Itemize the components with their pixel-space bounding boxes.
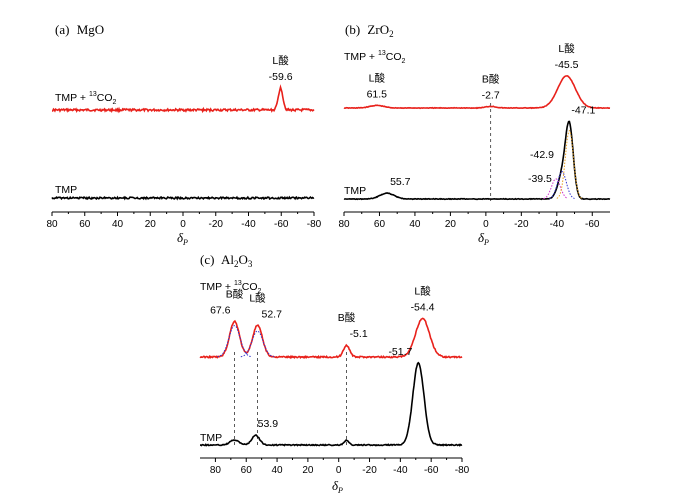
x-tick-label: 40 [271,465,283,476]
peak-annotation: -5.1 [350,328,368,340]
deconvolution-component [556,129,583,199]
x-tick-label: 60 [241,465,253,476]
panel-c-xlabel: δP [332,478,343,495]
peak-annotation: 53.9 [258,418,279,430]
x-tick-label: -80 [307,219,322,230]
panel-a-xlabel: δP [177,230,188,247]
panel-a-plot: 80 60 40 20 0 -20 -40 -60 -80 TMP + 13CO2 TMP L酸 -59… [46,54,321,230]
x-tick-label: 20 [445,219,457,230]
panel-a-title: (a) MgO [55,22,104,37]
series-trace-red [343,74,611,110]
x-tick-label: -20 [514,219,529,230]
series-label-red: TMP + 13CO2 [55,91,117,106]
peak-annotation: 61.5 [367,88,388,100]
x-tick-label: 80 [210,465,222,476]
panel-b-title: (b) ZrO2 [345,22,394,39]
x-tick-label: -60 [585,219,600,230]
x-tick-label: 80 [338,219,350,230]
peak-annotation: -39.5 [528,173,552,185]
peak-annotation: B酸 [482,72,500,85]
series-trace-black [343,120,611,201]
x-tick-label: 40 [112,219,124,230]
panel-a-title-prefix: (a) [55,22,69,37]
panel-b: (b) ZrO2 80 60 40 20 0 -20 -40 -60 TMP + 13CO2 TM… [338,22,611,247]
peak-annotation: L酸 [414,284,431,297]
peak-annotation: 55.7 [390,176,411,188]
panel-b-plot: 80 60 40 20 0 -20 -40 -60 TMP + 13CO2 TMP L酸 61.5 B酸… [338,42,611,230]
x-tick-label: -40 [393,465,408,476]
peak-annotation: -42.9 [530,149,554,161]
series-trace-red [199,317,463,360]
x-tick-label: 20 [145,219,157,230]
x-tick-label: 40 [409,219,421,230]
x-tick-label: -40 [241,219,256,230]
peak-annotation: L酸 [369,71,386,84]
peak-annotation: L酸 [558,42,575,55]
x-tick-label: 0 [336,465,342,476]
peak-annotation: -51.7 [388,346,412,358]
x-tick-label: -60 [274,219,289,230]
series-label-black: TMP [200,432,222,444]
deconvolution-component [217,325,252,358]
x-tick-label: -60 [424,465,439,476]
peak-annotation: -47.1 [571,105,595,117]
series-trace-black [51,195,315,201]
peak-annotation: L酸 [249,291,266,304]
panel-c-title: (c) Al2O3 [200,252,253,269]
panel-c-plot: 80 60 40 20 0 -20 -40 -60 -80 TMP + 13CO2 TMP B酸 67.… [199,280,470,476]
peak-annotation: 67.6 [210,304,231,316]
x-tick-label: 60 [374,219,386,230]
peak-annotation: 52.7 [261,308,282,320]
peak-annotation: -59.6 [269,71,293,83]
x-tick-label: 0 [483,219,489,230]
series-label-red: TMP + 13CO2 [344,50,406,65]
peak-annotation: -45.5 [555,59,579,71]
peak-annotation: L酸 [272,54,289,67]
panel-c: (c) Al2O3 80 60 40 20 0 -20 -40 -60 -80 TMP + 13C… [199,252,470,495]
x-tick-label: -80 [455,465,470,476]
series-label-red: TMP + 13CO2 [200,280,262,295]
x-tick-label: 80 [46,219,58,230]
peak-annotation: B酸 [338,311,356,324]
x-tick-label: -40 [550,219,565,230]
panel-b-xlabel: δP [478,230,489,247]
deconvolution-component [549,171,575,199]
peak-annotation: -2.7 [482,89,500,101]
peak-annotation: B酸 [226,287,244,300]
x-tick-label: 0 [180,219,186,230]
x-tick-label: -20 [362,465,377,476]
panel-a: (a) MgO 80 60 40 20 0 -20 -40 -60 -80 TMP + 13CO2… [46,22,321,247]
x-tick-label: 20 [302,465,314,476]
series-label-black: TMP [55,184,77,196]
deconvolution-component [543,178,569,200]
peak-annotation: -54.4 [411,301,435,313]
series-label-black: TMP [344,185,366,197]
series-trace-black [200,361,463,447]
x-tick-label: -20 [209,219,224,230]
x-tick-label: 60 [79,219,91,230]
deconvolution-component [240,330,275,358]
panel-a-title-main: MgO [77,22,104,37]
series-trace-red [51,84,315,114]
